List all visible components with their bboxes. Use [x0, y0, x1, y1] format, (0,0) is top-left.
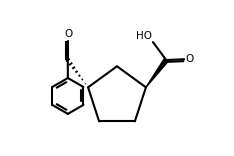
Text: O: O	[64, 29, 73, 39]
Text: HO: HO	[136, 31, 152, 41]
Polygon shape	[146, 59, 168, 87]
Text: O: O	[185, 54, 194, 64]
